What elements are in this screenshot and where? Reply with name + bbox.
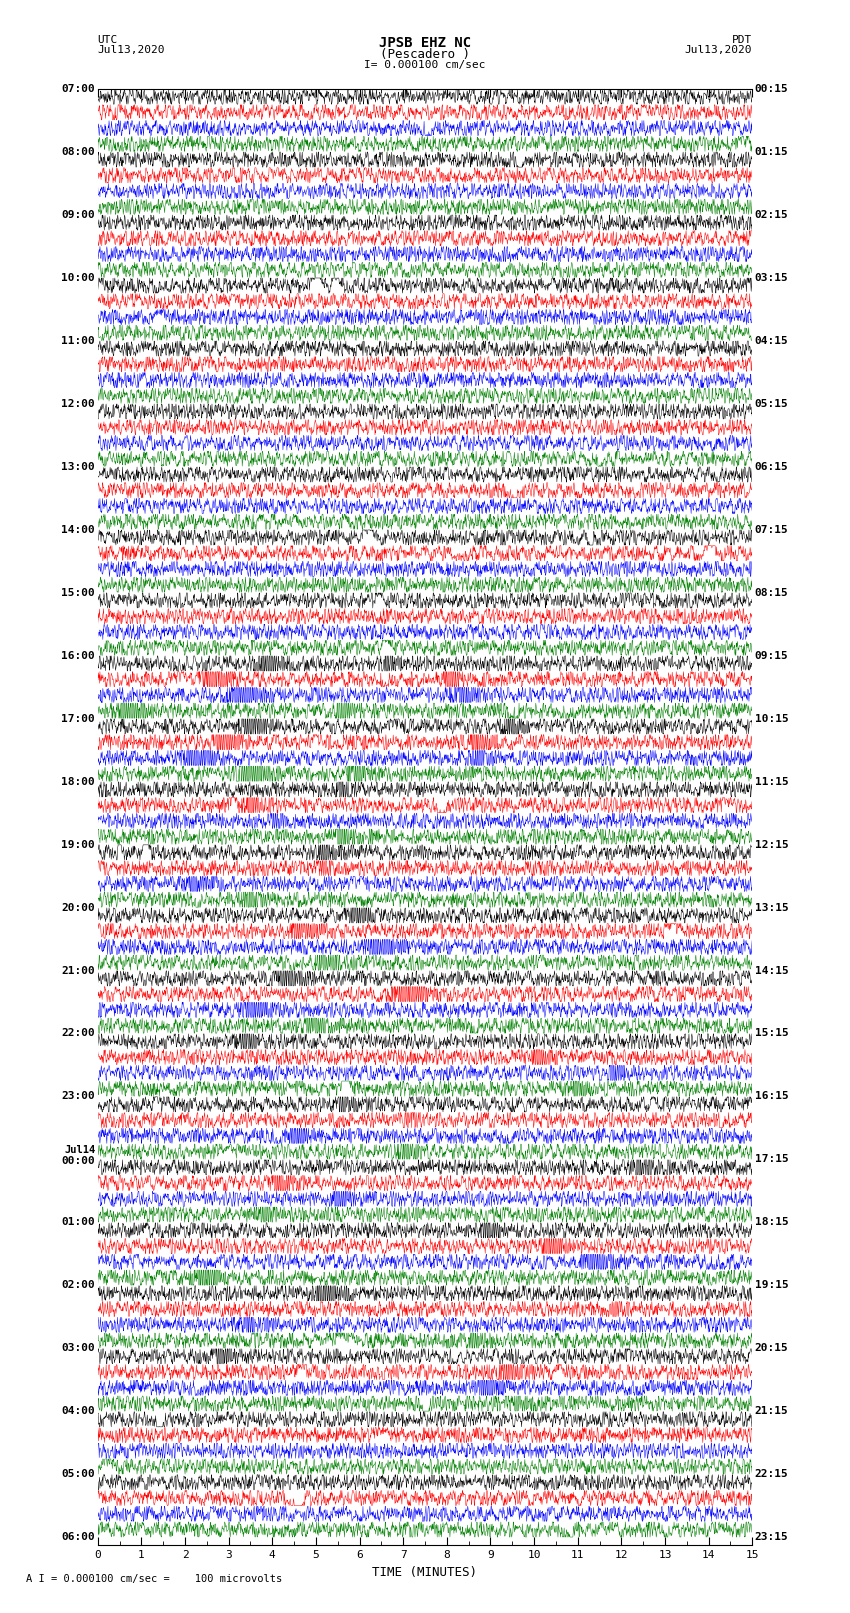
Text: 03:00: 03:00: [61, 1344, 95, 1353]
Text: Jul14: Jul14: [64, 1145, 95, 1155]
Text: 10:15: 10:15: [755, 713, 789, 724]
Text: A I = 0.000100 cm/sec =    100 microvolts: A I = 0.000100 cm/sec = 100 microvolts: [26, 1574, 281, 1584]
Text: 05:15: 05:15: [755, 398, 789, 408]
Text: I= 0.000100 cm/sec: I= 0.000100 cm/sec: [365, 60, 485, 69]
Text: 08:15: 08:15: [755, 587, 789, 597]
Text: 07:15: 07:15: [755, 524, 789, 534]
Text: 13:00: 13:00: [61, 461, 95, 471]
Text: 19:15: 19:15: [755, 1281, 789, 1290]
Text: 05:00: 05:00: [61, 1469, 95, 1479]
Text: 02:15: 02:15: [755, 210, 789, 219]
Text: 20:00: 20:00: [61, 903, 95, 913]
Text: 21:15: 21:15: [755, 1407, 789, 1416]
Text: 10:00: 10:00: [61, 273, 95, 282]
Text: 06:00: 06:00: [61, 1532, 95, 1542]
Text: 13:15: 13:15: [755, 903, 789, 913]
Text: 06:15: 06:15: [755, 461, 789, 471]
Text: 19:00: 19:00: [61, 839, 95, 850]
Text: 04:00: 04:00: [61, 1407, 95, 1416]
Text: 04:15: 04:15: [755, 336, 789, 345]
Text: 09:00: 09:00: [61, 210, 95, 219]
Text: 03:15: 03:15: [755, 273, 789, 282]
Text: 23:00: 23:00: [61, 1092, 95, 1102]
Text: 18:00: 18:00: [61, 776, 95, 787]
Text: 23:15: 23:15: [755, 1532, 789, 1542]
Text: UTC: UTC: [98, 35, 118, 45]
Text: 14:00: 14:00: [61, 524, 95, 534]
Text: 15:00: 15:00: [61, 587, 95, 597]
Text: PDT: PDT: [732, 35, 752, 45]
Text: 08:00: 08:00: [61, 147, 95, 156]
Text: 01:15: 01:15: [755, 147, 789, 156]
Text: 20:15: 20:15: [755, 1344, 789, 1353]
Text: 11:15: 11:15: [755, 776, 789, 787]
Text: 15:15: 15:15: [755, 1029, 789, 1039]
Text: 16:00: 16:00: [61, 650, 95, 661]
Text: 02:00: 02:00: [61, 1281, 95, 1290]
Text: 12:15: 12:15: [755, 839, 789, 850]
Text: 17:15: 17:15: [755, 1155, 789, 1165]
Text: 07:00: 07:00: [61, 84, 95, 94]
Text: 01:00: 01:00: [61, 1218, 95, 1227]
Text: 11:00: 11:00: [61, 336, 95, 345]
Text: 12:00: 12:00: [61, 398, 95, 408]
Text: 00:15: 00:15: [755, 84, 789, 94]
Text: JPSB EHZ NC: JPSB EHZ NC: [379, 37, 471, 50]
Text: Jul13,2020: Jul13,2020: [98, 45, 165, 55]
Text: 21:00: 21:00: [61, 966, 95, 976]
X-axis label: TIME (MINUTES): TIME (MINUTES): [372, 1566, 478, 1579]
Text: 00:00: 00:00: [61, 1157, 95, 1166]
Text: 22:15: 22:15: [755, 1469, 789, 1479]
Text: Jul13,2020: Jul13,2020: [685, 45, 752, 55]
Text: 18:15: 18:15: [755, 1218, 789, 1227]
Text: 16:15: 16:15: [755, 1092, 789, 1102]
Text: 09:15: 09:15: [755, 650, 789, 661]
Text: 22:00: 22:00: [61, 1029, 95, 1039]
Text: (Pescadero ): (Pescadero ): [380, 48, 470, 61]
Text: 17:00: 17:00: [61, 713, 95, 724]
Text: 14:15: 14:15: [755, 966, 789, 976]
